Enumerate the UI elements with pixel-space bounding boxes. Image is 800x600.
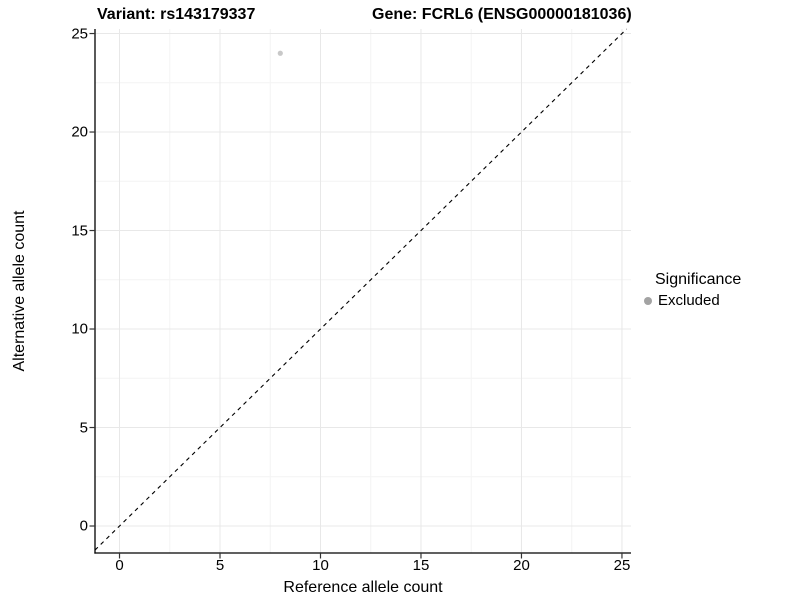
- x-tick-label: 10: [312, 557, 329, 574]
- x-axis-title: Reference allele count: [283, 579, 443, 596]
- plot-title-gene: Gene: FCRL6 (ENSG00000181036): [372, 6, 632, 23]
- legend-key-dot-icon: [644, 296, 652, 305]
- y-axis-title: Alternative allele count: [11, 210, 28, 372]
- y-tick-label: 5: [79, 419, 88, 437]
- legend: Significance Excluded: [640, 271, 741, 309]
- x-tick-label: 5: [215, 557, 225, 574]
- x-tick-label: 0: [115, 557, 124, 574]
- y-tick-label: 0: [79, 517, 88, 535]
- y-tick-label: 20: [71, 123, 88, 141]
- x-tick-label: 15: [412, 557, 430, 574]
- y-tick-label: 15: [71, 222, 88, 240]
- data-point: [277, 50, 283, 56]
- legend-item-excluded: Excluded: [640, 292, 741, 309]
- identity-dashed-line: [94, 28, 627, 551]
- y-tick-label: 25: [71, 25, 88, 43]
- x-tick-label: 20: [513, 557, 530, 574]
- legend-title: Significance: [655, 271, 742, 288]
- x-tick-label: 25: [613, 557, 631, 574]
- legend-item-label: Excluded: [658, 292, 720, 309]
- plot-title-variant: Variant: rs143179337: [97, 6, 256, 23]
- y-tick-label: 10: [71, 320, 88, 338]
